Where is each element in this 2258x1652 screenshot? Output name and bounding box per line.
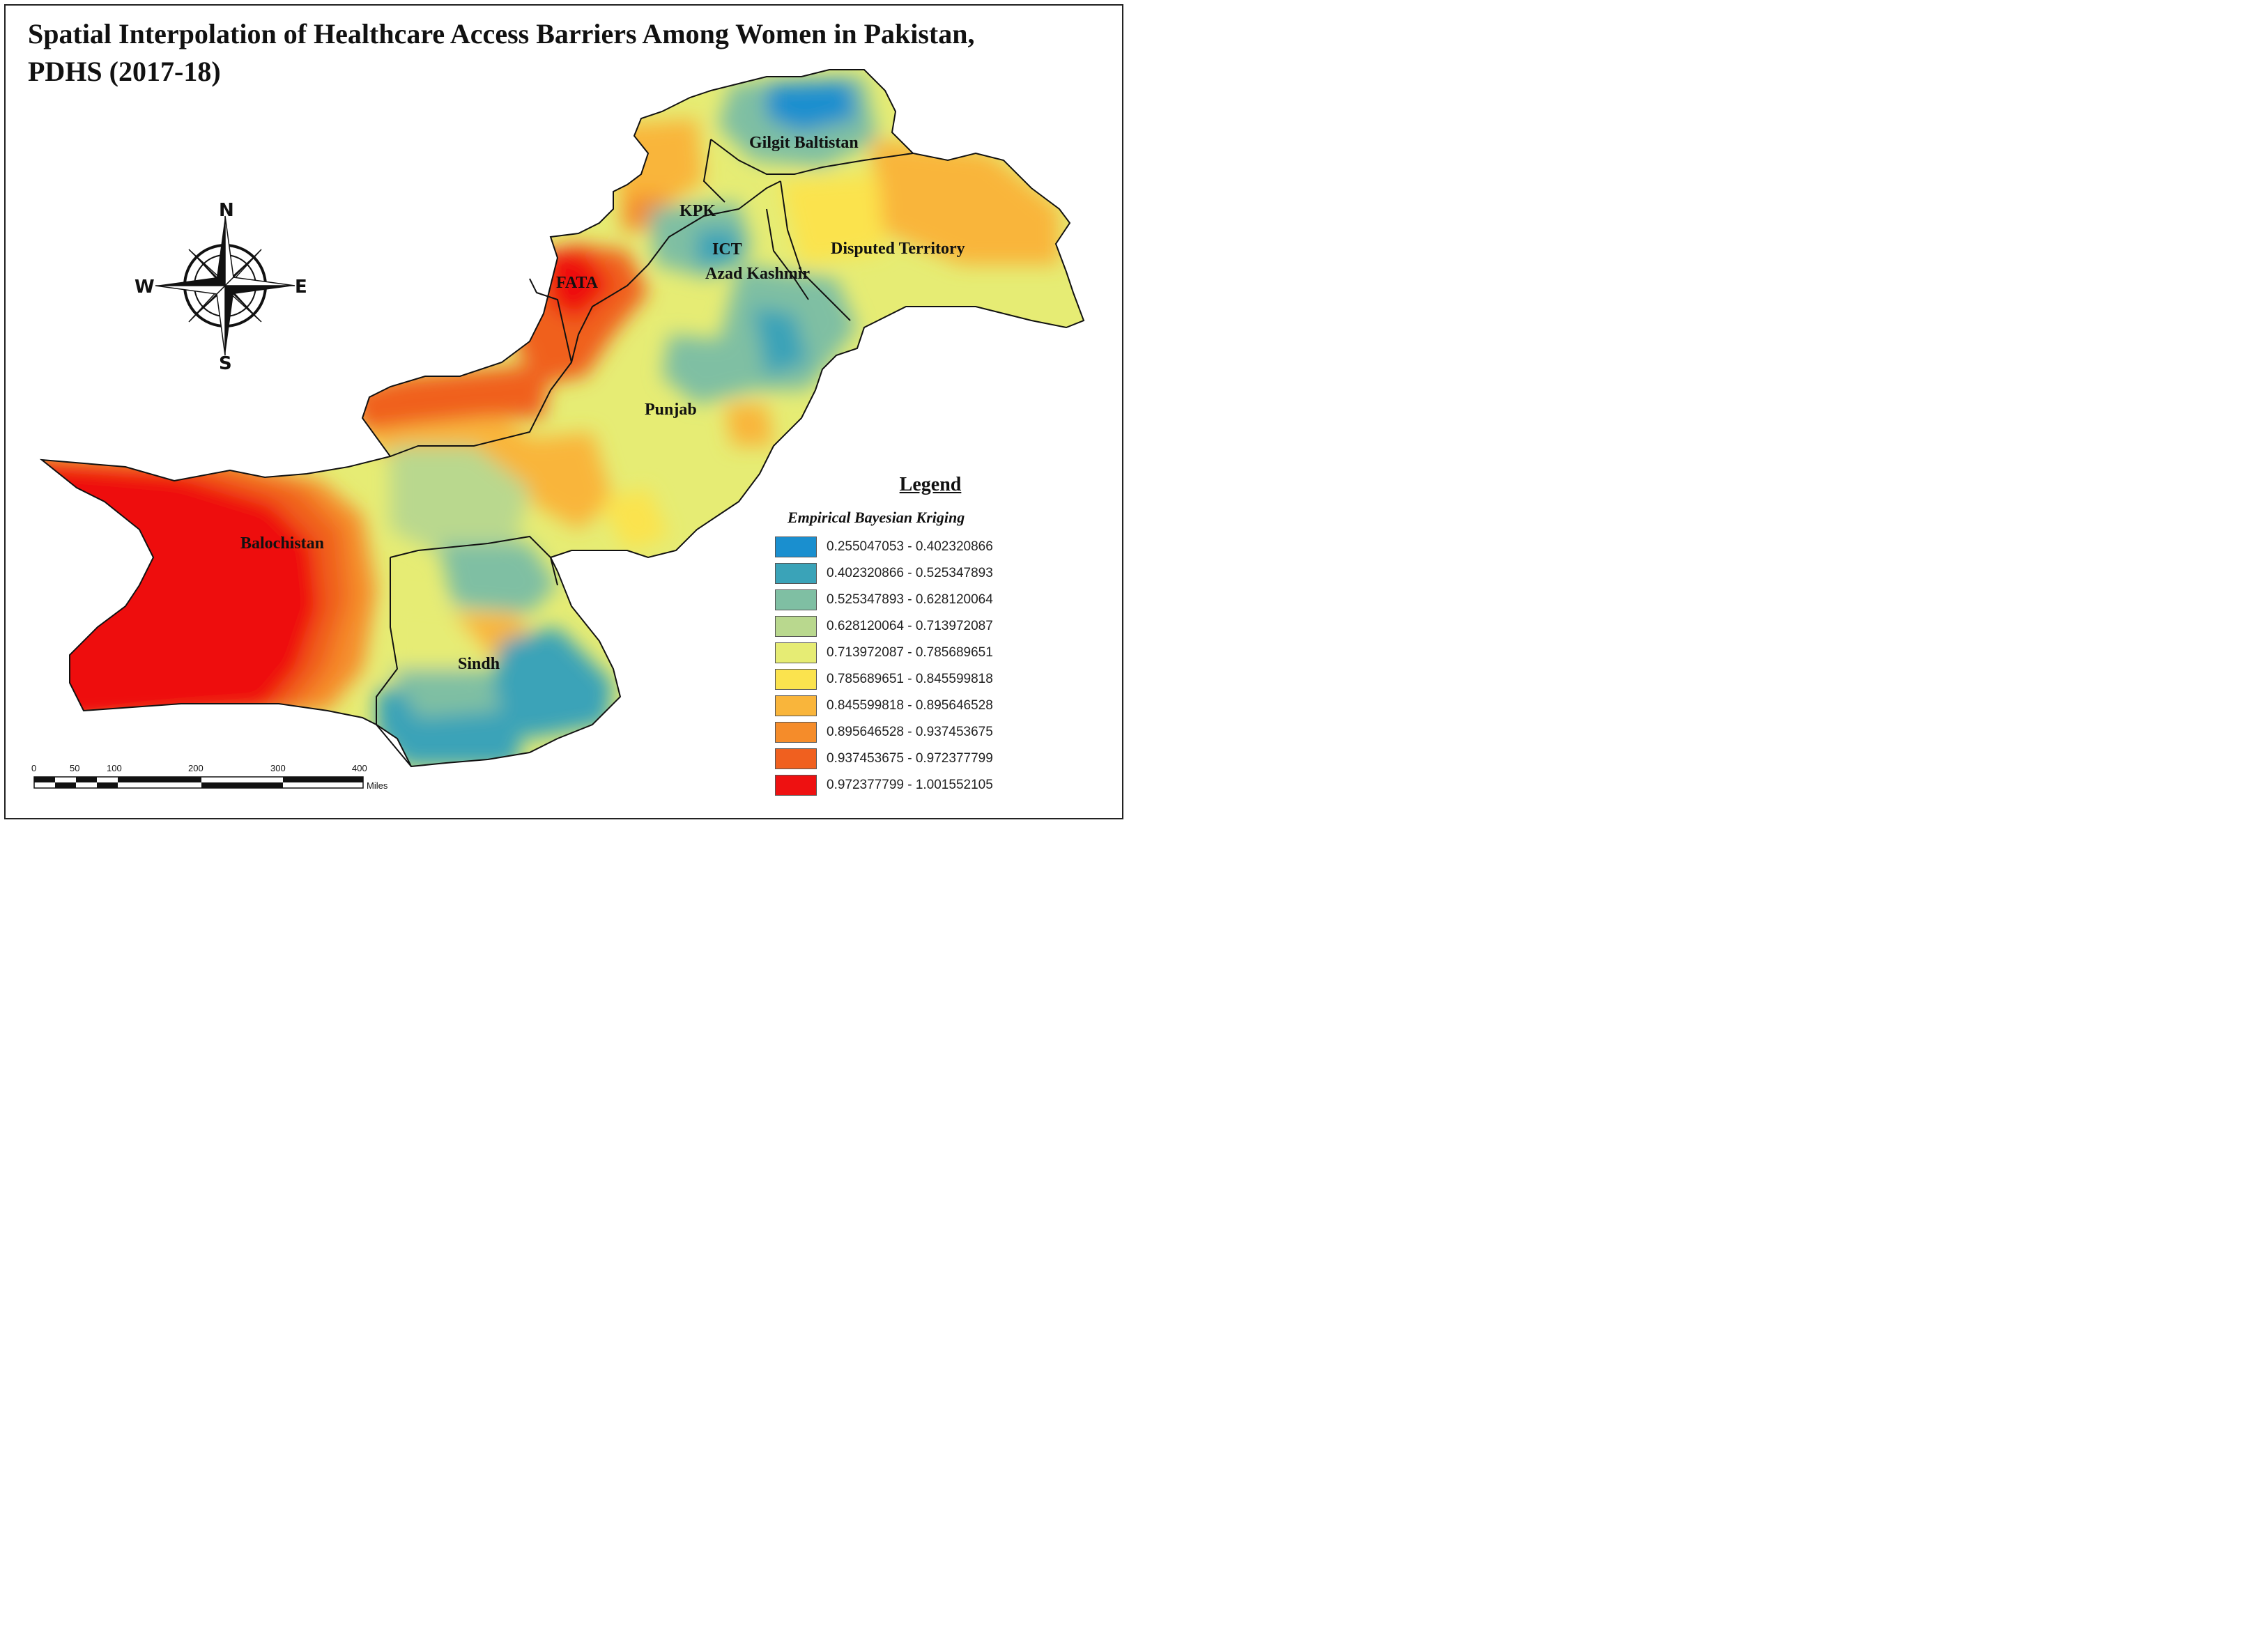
legend-label: 0.713972087 - 0.785689651 [827, 645, 993, 660]
scale-bar: 0 50 100 200 300 400 Miles [31, 763, 388, 791]
region-label-disputed-territory: Disputed Territory [831, 240, 965, 258]
compass-south-label: S [219, 353, 232, 374]
scale-tick-100: 100 [107, 763, 122, 773]
legend-row: 0.785689651 - 0.845599818 [775, 666, 1066, 693]
legend-row: 0.713972087 - 0.785689651 [775, 640, 1066, 666]
legend-title: Legend [899, 474, 962, 495]
legend-label: 0.785689651 - 0.845599818 [827, 672, 993, 686]
map-title: Spatial Interpolation of Healthcare Acce… [28, 18, 975, 87]
legend-swatch [775, 722, 817, 743]
legend-swatch [775, 589, 817, 610]
legend-label: 0.402320866 - 0.525347893 [827, 566, 993, 580]
region-label-kpk: KPK [679, 202, 716, 220]
region-label-sindh: Sindh [458, 655, 500, 673]
legend-swatch [775, 642, 817, 663]
compass-west-label: W [135, 277, 155, 298]
legend: Legend Empirical Bayesian Kriging 0.2550… [767, 474, 1066, 798]
legend-row: 0.972377799 - 1.001552105 [775, 772, 1066, 798]
province-boundaries [376, 139, 914, 767]
legend-label: 0.845599818 - 0.895646528 [827, 698, 993, 713]
scale-tick-300: 300 [270, 763, 286, 773]
scale-tick-400: 400 [352, 763, 367, 773]
legend-label: 0.255047053 - 0.402320866 [827, 539, 993, 554]
legend-swatch [775, 775, 817, 796]
legend-swatch [775, 748, 817, 769]
scale-unit-label: Miles [367, 780, 388, 791]
region-label-ict: ICT [712, 240, 742, 258]
region-label-balochistan: Balochistan [240, 534, 324, 553]
region-label-punjab: Punjab [645, 401, 697, 419]
legend-swatch [775, 616, 817, 637]
legend-swatch [775, 563, 817, 584]
north-arrow-compass-icon [155, 215, 295, 356]
compass-east-label: E [295, 277, 307, 298]
region-label-azad-kashmir: Azad Kashmir [705, 265, 810, 283]
legend-row: 0.937453675 - 0.972377799 [775, 746, 1066, 772]
map-canvas: Gilgit Baltistan KPK ICT Disputed Territ… [31, 69, 1084, 791]
legend-label: 0.972377799 - 1.001552105 [827, 778, 993, 792]
legend-rows: 0.255047053 - 0.402320866 0.402320866 - 0… [767, 534, 1066, 798]
legend-row: 0.895646528 - 0.937453675 [775, 719, 1066, 746]
legend-row: 0.628120064 - 0.713972087 [775, 613, 1066, 640]
legend-label: 0.525347893 - 0.628120064 [827, 592, 993, 607]
legend-swatch [775, 536, 817, 557]
region-label-fata: FATA [556, 274, 599, 292]
scale-tick-0: 0 [31, 763, 36, 773]
legend-row: 0.402320866 - 0.525347893 [775, 560, 1066, 587]
legend-label: 0.895646528 - 0.937453675 [827, 725, 993, 739]
compass-north-label: N [219, 200, 234, 221]
legend-subtitle: Empirical Bayesian Kriging [788, 509, 965, 526]
legend-swatch [775, 669, 817, 690]
legend-label: 0.937453675 - 0.972377799 [827, 751, 993, 766]
legend-swatch [775, 695, 817, 716]
legend-row: 0.255047053 - 0.402320866 [775, 534, 1066, 560]
legend-label: 0.628120064 - 0.713972087 [827, 619, 993, 633]
region-label-gilgit-baltistan: Gilgit Baltistan [749, 134, 859, 152]
legend-row: 0.525347893 - 0.628120064 [775, 587, 1066, 613]
legend-row: 0.845599818 - 0.895646528 [775, 693, 1066, 719]
scale-tick-50: 50 [70, 763, 79, 773]
scale-tick-200: 200 [188, 763, 203, 773]
